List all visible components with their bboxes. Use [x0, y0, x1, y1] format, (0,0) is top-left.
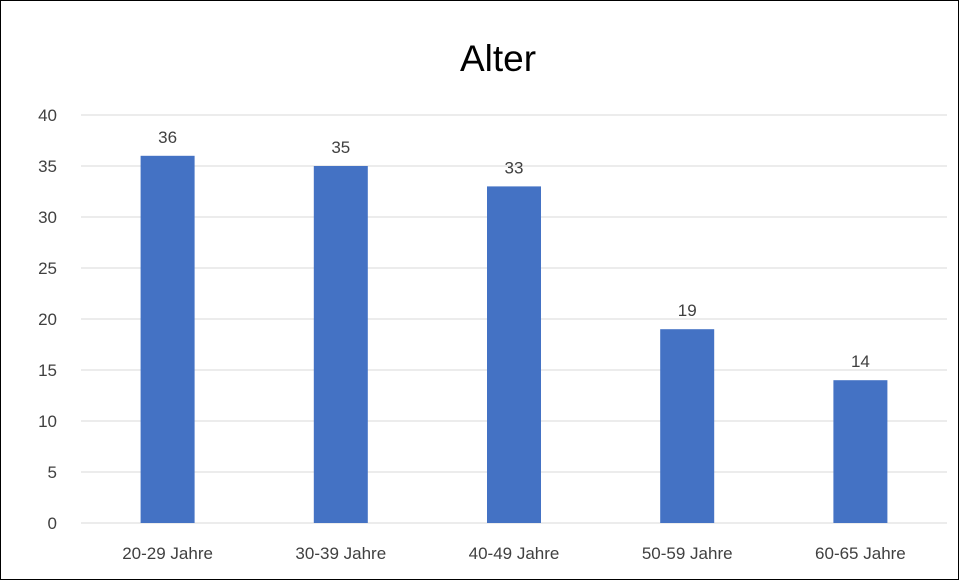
- data-label: 35: [331, 138, 350, 157]
- y-tick-label: 25: [38, 259, 57, 278]
- y-tick-label: 15: [38, 361, 57, 380]
- bar: [313, 166, 368, 523]
- y-tick-label: 0: [48, 514, 57, 533]
- data-label: 33: [505, 158, 524, 177]
- bar: [660, 329, 715, 523]
- x-category-label: 30-39 Jahre: [295, 544, 386, 563]
- y-tick-label: 30: [38, 208, 57, 227]
- y-tick-label: 5: [48, 463, 57, 482]
- y-axis-ticks: 0 5 10 15 20 25 30 35 40: [38, 106, 57, 533]
- x-category-label: 50-59 Jahre: [642, 544, 733, 563]
- x-category-label: 40-49 Jahre: [469, 544, 560, 563]
- data-labels: 36 35 33 19 14: [158, 128, 870, 371]
- x-category-label: 60-65 Jahre: [815, 544, 906, 563]
- bar: [833, 380, 888, 523]
- data-label: 19: [678, 301, 697, 320]
- bars: [140, 155, 888, 524]
- y-tick-label: 10: [38, 412, 57, 431]
- data-label: 14: [851, 352, 870, 371]
- data-label: 36: [158, 128, 177, 147]
- y-tick-label: 20: [38, 310, 57, 329]
- x-category-label: 20-29 Jahre: [122, 544, 213, 563]
- x-axis-categories: 20-29 Jahre 30-39 Jahre 40-49 Jahre 50-59 J…: [122, 544, 906, 563]
- bar: [487, 186, 541, 523]
- bar: [140, 155, 195, 524]
- y-tick-label: 35: [38, 157, 57, 176]
- y-tick-label: 40: [38, 106, 57, 125]
- chart-title: Alter: [460, 38, 536, 79]
